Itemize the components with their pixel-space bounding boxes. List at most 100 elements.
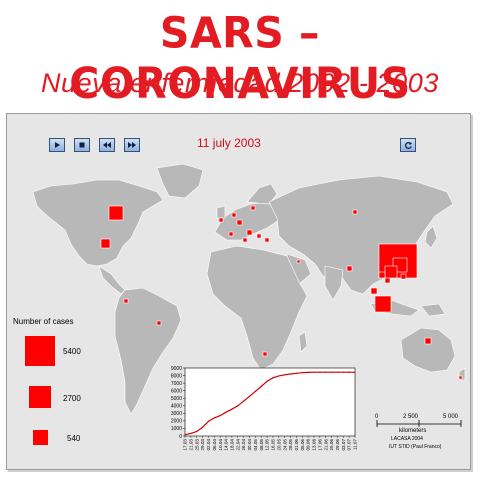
case-marker-romania bbox=[264, 237, 270, 243]
x-tick-label: 01.06 bbox=[294, 439, 299, 451]
x-tick-label: 03.07 bbox=[341, 439, 346, 451]
case-marker-mongolia bbox=[352, 209, 358, 215]
refresh-icon bbox=[404, 141, 412, 149]
case-marker-new-zealand bbox=[458, 375, 463, 380]
data-point bbox=[266, 380, 268, 382]
x-tick-label: 24.05 bbox=[282, 439, 287, 451]
x-tick-label: 17.03 bbox=[183, 439, 188, 451]
data-point bbox=[248, 395, 251, 397]
legend-box-5400 bbox=[25, 336, 55, 366]
south-america bbox=[114, 287, 182, 415]
scale-tick-2500: 2 500 bbox=[403, 414, 419, 420]
case-marker-ireland bbox=[231, 212, 237, 218]
x-tick-label: 21.03 bbox=[188, 439, 193, 451]
data-point bbox=[313, 371, 315, 373]
y-tick-label: 2000 bbox=[171, 419, 182, 425]
x-tick-label: 25.03 bbox=[194, 439, 199, 451]
data-point bbox=[254, 390, 256, 393]
legend-title: Number of cases bbox=[13, 317, 74, 326]
data-point bbox=[231, 408, 233, 410]
central-america bbox=[98, 265, 126, 295]
world-map bbox=[32, 163, 466, 427]
chart-plot-area bbox=[184, 367, 356, 437]
y-tick-label: 5000 bbox=[171, 396, 182, 402]
x-tick-label: 20.05 bbox=[276, 439, 281, 451]
british-isles bbox=[216, 205, 226, 219]
x-tick-label: 02.04 bbox=[206, 439, 211, 451]
x-tick-label: 12.05 bbox=[265, 439, 270, 451]
case-marker-india bbox=[346, 265, 353, 272]
case-marker-italy bbox=[246, 229, 253, 236]
data-point bbox=[348, 371, 350, 373]
scale-unit: kilometers bbox=[399, 428, 427, 434]
africa bbox=[206, 245, 308, 371]
credit-line-2: IUT STID (Paul Franco) bbox=[389, 444, 442, 450]
x-tick-label: 04.05 bbox=[253, 439, 258, 451]
australia bbox=[400, 327, 456, 373]
rewind-icon bbox=[103, 142, 111, 148]
case-marker-kuwait bbox=[296, 259, 301, 264]
x-tick-label: 29.06 bbox=[335, 439, 340, 451]
stop-button[interactable] bbox=[74, 138, 90, 152]
data-point bbox=[307, 371, 309, 373]
data-point bbox=[342, 371, 344, 373]
data-point bbox=[284, 374, 286, 376]
x-tick-label: 13.06 bbox=[312, 439, 317, 451]
page-title: SARS – CORONAVIRUS bbox=[69, 7, 411, 109]
credit-line-1: LACASA 2004 bbox=[391, 436, 423, 442]
case-marker-uk bbox=[218, 217, 224, 223]
page-subtitle: Nueva enfermedad 2002 - 2003 bbox=[40, 68, 440, 98]
x-tick-label: 11.07 bbox=[353, 439, 358, 451]
y-tick-label: 7000 bbox=[171, 381, 182, 387]
case-marker-canada bbox=[108, 205, 124, 221]
fast-forward-button[interactable] bbox=[124, 138, 140, 152]
data-point bbox=[272, 377, 274, 379]
data-point bbox=[301, 372, 303, 374]
data-point bbox=[196, 430, 198, 433]
sars-map-panel: 11 july 2003 Number of cases 5400 2700 5… bbox=[6, 113, 471, 470]
x-tick-label: 29.03 bbox=[200, 439, 205, 451]
data-point bbox=[260, 385, 262, 388]
y-tick-label: 4000 bbox=[171, 404, 182, 410]
y-tick-label: 1000 bbox=[171, 426, 182, 432]
x-tick-label: 26.04 bbox=[241, 439, 246, 451]
madagascar bbox=[298, 331, 308, 353]
data-point bbox=[289, 373, 292, 375]
y-tick-label: 3000 bbox=[171, 411, 182, 417]
greenland bbox=[156, 163, 204, 199]
data-point bbox=[184, 434, 186, 436]
data-point bbox=[330, 371, 333, 373]
scale-bar bbox=[376, 420, 462, 427]
x-tick-label: 17.06 bbox=[317, 439, 322, 451]
legend-box-2700 bbox=[29, 386, 51, 408]
data-point bbox=[336, 371, 339, 373]
case-marker-sweden bbox=[250, 205, 256, 211]
play-button[interactable] bbox=[49, 138, 65, 152]
data-point bbox=[213, 417, 215, 419]
case-marker-switzerland bbox=[242, 237, 248, 243]
data-point bbox=[225, 411, 227, 413]
y-tick-label: 9000 bbox=[171, 366, 182, 372]
data-point bbox=[319, 371, 321, 373]
scandinavia bbox=[246, 183, 278, 205]
current-date: 11 july 2003 bbox=[197, 136, 261, 150]
case-marker-france bbox=[228, 231, 234, 237]
y-tick-label: 6000 bbox=[171, 388, 182, 394]
y-tick-label: 0 bbox=[179, 434, 182, 440]
data-point bbox=[325, 371, 327, 373]
x-tick-label: 21.06 bbox=[323, 439, 328, 451]
play-icon bbox=[55, 142, 60, 148]
new-guinea bbox=[420, 303, 446, 317]
x-tick-label: 07.07 bbox=[347, 439, 352, 451]
case-marker-philippines bbox=[400, 273, 407, 280]
x-tick-label: 25.06 bbox=[329, 439, 334, 451]
x-tick-label: 05.06 bbox=[300, 439, 305, 451]
case-marker-hong-kong bbox=[384, 265, 398, 279]
india bbox=[324, 265, 344, 301]
x-tick-label: 08.05 bbox=[259, 439, 264, 451]
case-marker-australia bbox=[424, 337, 432, 345]
refresh-button[interactable] bbox=[400, 138, 416, 152]
case-marker-south-africa bbox=[262, 351, 268, 357]
legend-value-5400: 5400 bbox=[63, 347, 81, 356]
rewind-button[interactable] bbox=[99, 138, 115, 152]
